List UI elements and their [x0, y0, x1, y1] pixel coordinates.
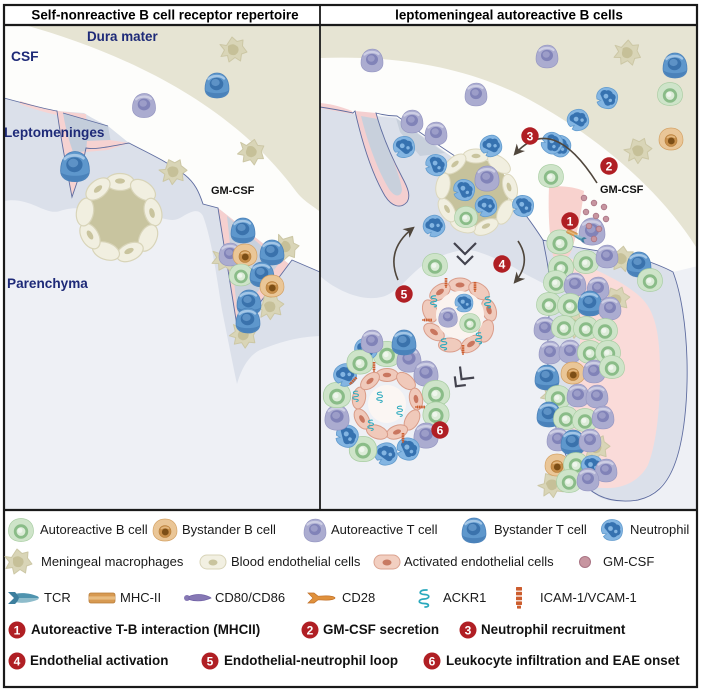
- svg-text:Autoreactive T cell: Autoreactive T cell: [331, 522, 438, 537]
- svg-text:Autoreactive B cell: Autoreactive B cell: [40, 522, 148, 537]
- svg-text:1: 1: [567, 215, 574, 229]
- svg-text:3: 3: [527, 130, 534, 144]
- svg-text:GM-CSF: GM-CSF: [211, 185, 255, 197]
- svg-text:6: 6: [429, 655, 436, 669]
- svg-text:2: 2: [606, 160, 613, 174]
- svg-text:4: 4: [499, 258, 506, 272]
- svg-text:Blood endothelial cells: Blood endothelial cells: [231, 554, 361, 569]
- svg-text:Leptomeninges: Leptomeninges: [4, 125, 104, 140]
- svg-text:GM-CSF: GM-CSF: [600, 184, 644, 196]
- svg-text:MHC-II: MHC-II: [120, 590, 161, 605]
- svg-text:Activated endothelial cells: Activated endothelial cells: [404, 554, 554, 569]
- svg-text:Autoreactive T-B interaction (: Autoreactive T-B interaction (MHCII): [31, 622, 260, 637]
- svg-text:ICAM-1/VCAM-1: ICAM-1/VCAM-1: [540, 590, 637, 605]
- svg-text:TCR: TCR: [44, 590, 71, 605]
- svg-text:GM-CSF: GM-CSF: [603, 554, 654, 569]
- svg-text:Meningeal macrophages: Meningeal macrophages: [41, 554, 184, 569]
- svg-text:Bystander T cell: Bystander T cell: [494, 522, 587, 537]
- svg-text:CD80/CD86: CD80/CD86: [215, 590, 285, 605]
- svg-text:5: 5: [207, 655, 214, 669]
- svg-text:Endothelial-neutrophil loop: Endothelial-neutrophil loop: [224, 653, 398, 668]
- svg-text:leptomeningeal autoreactive B: leptomeningeal autoreactive B cells: [395, 8, 623, 23]
- svg-text:3: 3: [465, 624, 472, 638]
- svg-text:5: 5: [401, 288, 408, 302]
- svg-text:Bystander B cell: Bystander B cell: [182, 522, 276, 537]
- svg-text:6: 6: [437, 424, 444, 438]
- svg-text:4: 4: [14, 655, 21, 669]
- svg-text:ACKR1: ACKR1: [443, 590, 486, 605]
- svg-text:GM-CSF secretion: GM-CSF secretion: [323, 622, 439, 637]
- svg-text:Self-nonreactive B cell recept: Self-nonreactive B cell receptor reperto…: [31, 8, 298, 23]
- svg-text:CSF: CSF: [11, 49, 39, 64]
- svg-text:Endothelial activation: Endothelial activation: [30, 653, 168, 668]
- svg-text:Dura mater: Dura mater: [87, 29, 158, 44]
- svg-text:Parenchyma: Parenchyma: [7, 276, 88, 291]
- svg-text:1: 1: [14, 624, 21, 638]
- svg-text:CD28: CD28: [342, 590, 375, 605]
- svg-text:Leukocyte infiltration and EAE: Leukocyte infiltration and EAE onset: [446, 653, 680, 668]
- svg-text:Neutrophil: Neutrophil: [630, 522, 689, 537]
- svg-text:Neutrophil recruitment: Neutrophil recruitment: [481, 622, 626, 637]
- svg-text:2: 2: [307, 624, 314, 638]
